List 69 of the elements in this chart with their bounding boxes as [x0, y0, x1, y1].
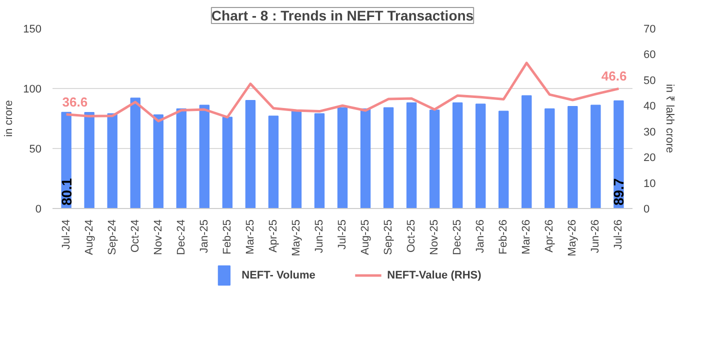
data-label: 80.1	[58, 178, 74, 206]
bar	[383, 107, 394, 208]
y2-tick-label: 50	[644, 74, 656, 87]
y2-tick-label: 20	[644, 152, 656, 164]
x-tick-label: Dec-24	[175, 219, 188, 255]
y-tick-label: 50	[29, 144, 42, 156]
bar	[429, 110, 440, 208]
bar	[406, 102, 417, 208]
y-tick-label: 150	[23, 24, 42, 36]
y-axis-title: in crore	[3, 100, 16, 137]
bar	[452, 102, 463, 208]
x-tick-label: Feb-25	[221, 219, 234, 254]
bar	[199, 104, 210, 208]
x-tick-label: Dec-25	[452, 219, 464, 255]
bar	[245, 100, 256, 208]
data-label: 46.6	[601, 68, 627, 84]
y-tick-label: 0	[35, 204, 42, 216]
x-tick-label: Feb-26	[498, 219, 510, 254]
bar	[498, 110, 509, 208]
x-tick-label: Jul-26	[612, 219, 625, 250]
bar	[176, 108, 186, 208]
x-tick-label: Sep-25	[382, 219, 395, 255]
bar	[568, 106, 578, 208]
data-label: 89.7	[610, 178, 627, 206]
x-tick-label: Nov-24	[152, 219, 164, 255]
x-tick-label: Mar-26	[520, 220, 533, 254]
bar	[590, 104, 601, 208]
x-tick-label: Apr-25	[267, 219, 280, 253]
x-tick-label: Sep-24	[106, 219, 118, 255]
bar	[107, 113, 118, 208]
y2-tick-label: 70	[644, 24, 656, 36]
y2-tick-label: 10	[644, 178, 656, 190]
x-tick-label: Jul-24	[60, 219, 72, 250]
bar	[337, 107, 348, 208]
data-label: 36.6	[62, 94, 88, 110]
bar	[222, 116, 233, 208]
x-tick-label: Jan-25	[198, 219, 210, 254]
y2-tick-label: 60	[644, 49, 656, 62]
bar	[360, 108, 371, 208]
legend-label: NEFT-Value (RHS)	[387, 270, 482, 282]
y2-tick-label: 40	[644, 100, 656, 113]
bar	[544, 108, 555, 208]
x-tick-label: Jul-25	[336, 219, 348, 250]
y2-tick-label: 0	[644, 204, 650, 216]
bar	[314, 113, 325, 208]
x-tick-label: Nov-25	[428, 219, 441, 255]
bar	[84, 112, 94, 208]
chart-title: Chart - 8 : Trends in NEFT Transactions	[211, 8, 474, 24]
x-tick-label: May-26	[566, 219, 579, 256]
x-tick-label: Oct-24	[129, 219, 142, 253]
x-tick-label: Aug-25	[360, 219, 372, 255]
y2-axis-title: in ₹ lakh crore	[664, 84, 676, 153]
x-tick-label: Oct-25	[406, 219, 418, 253]
x-tick-label: Jan-26	[474, 219, 487, 254]
bar	[475, 104, 486, 208]
bar	[268, 116, 279, 208]
bar	[291, 110, 302, 208]
x-tick-label: Apr-26	[544, 219, 556, 253]
bar	[522, 95, 532, 208]
x-tick-label: May-25	[290, 219, 302, 256]
x-tick-label: Jun-25	[313, 219, 326, 254]
bar	[130, 98, 140, 208]
y-tick-label: 100	[23, 84, 42, 96]
x-tick-label: Mar-25	[244, 220, 256, 254]
x-tick-label: Aug-24	[83, 219, 96, 255]
x-tick-label: Jun-26	[590, 219, 602, 254]
y2-tick-label: 30	[644, 126, 656, 138]
bar	[153, 114, 164, 208]
legend-label: NEFT- Volume	[242, 270, 316, 282]
